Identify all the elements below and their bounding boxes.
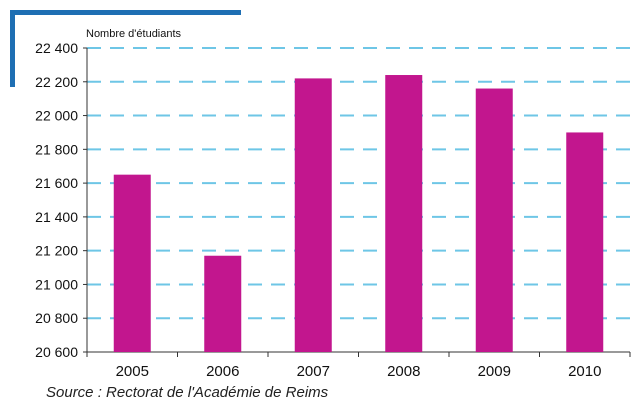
y-tick-label: 21 800 <box>35 141 78 157</box>
y-tick-label: 21 000 <box>35 276 78 292</box>
source-note: Source : Rectorat de l'Académie de Reims <box>46 384 329 401</box>
bar <box>204 255 242 352</box>
y-tick-label: 20 800 <box>35 310 78 326</box>
y-tick-label: 22 000 <box>35 108 78 124</box>
x-tick-label: 2010 <box>568 363 601 380</box>
frame-accent-left <box>10 10 15 87</box>
bar <box>294 78 332 353</box>
x-tick-label: 2005 <box>116 363 149 380</box>
frame-accent-top <box>10 10 241 15</box>
y-axis-label: Nombre d'étudiants <box>86 28 182 40</box>
y-tick-label: 21 600 <box>35 175 78 191</box>
x-tick-label: 2009 <box>478 363 511 380</box>
bar <box>475 88 513 353</box>
y-tick-label: 21 200 <box>35 243 78 259</box>
y-tick-label: 21 400 <box>35 209 78 225</box>
x-tick-label: 2007 <box>297 363 330 380</box>
bar <box>566 132 604 352</box>
x-tick-label: 2006 <box>206 363 239 380</box>
y-tick-label: 20 600 <box>35 344 78 360</box>
bar <box>113 174 151 352</box>
bar <box>385 75 423 353</box>
y-tick-label: 22 200 <box>35 74 78 90</box>
y-tick-label: 22 400 <box>35 40 78 56</box>
x-tick-label: 2008 <box>387 363 420 380</box>
